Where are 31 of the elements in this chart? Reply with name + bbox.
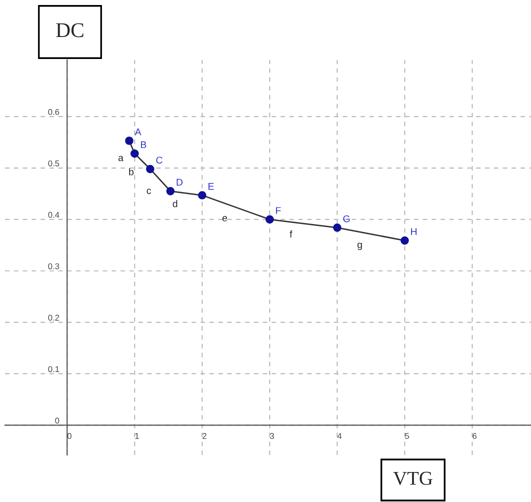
- annotation: d: [172, 200, 178, 208]
- y-tick-label: 0.3: [48, 263, 60, 270]
- annotation: E: [208, 183, 214, 190]
- annotation: A: [134, 128, 142, 136]
- annotation: C: [156, 156, 162, 164]
- annotation: c: [146, 188, 152, 194]
- annotation: B: [140, 141, 146, 148]
- x-tick-label: 2: [202, 433, 206, 439]
- annotation: G: [343, 215, 350, 222]
- annotation: D: [176, 178, 183, 186]
- x-axis-title: VTG: [393, 472, 432, 485]
- annotation: H: [411, 228, 417, 235]
- y-tick-label: 0.2: [48, 314, 60, 321]
- x-tick-label: 4: [337, 433, 342, 439]
- y-tick-label: 0.5: [48, 160, 60, 166]
- annotation: g: [357, 242, 362, 250]
- chart-title: DC: [56, 23, 84, 38]
- x-tick-label: 1: [135, 433, 139, 439]
- x-tick-label: 5: [405, 433, 410, 439]
- annotation: a: [118, 156, 124, 162]
- x-tick-label: 0: [67, 433, 72, 439]
- x-tick-label: 6: [472, 433, 477, 439]
- annotation: b: [129, 168, 134, 176]
- annotation: f: [290, 230, 292, 238]
- annotation: F: [276, 207, 281, 214]
- y-tick-label: 0.6: [48, 109, 60, 115]
- y-tick-label: 0.4: [48, 212, 60, 218]
- x-tick-label: 3: [270, 433, 274, 439]
- y-tick-label: 0: [55, 418, 60, 424]
- y-tick-label: 0.1: [48, 366, 60, 372]
- annotation: e: [222, 216, 228, 222]
